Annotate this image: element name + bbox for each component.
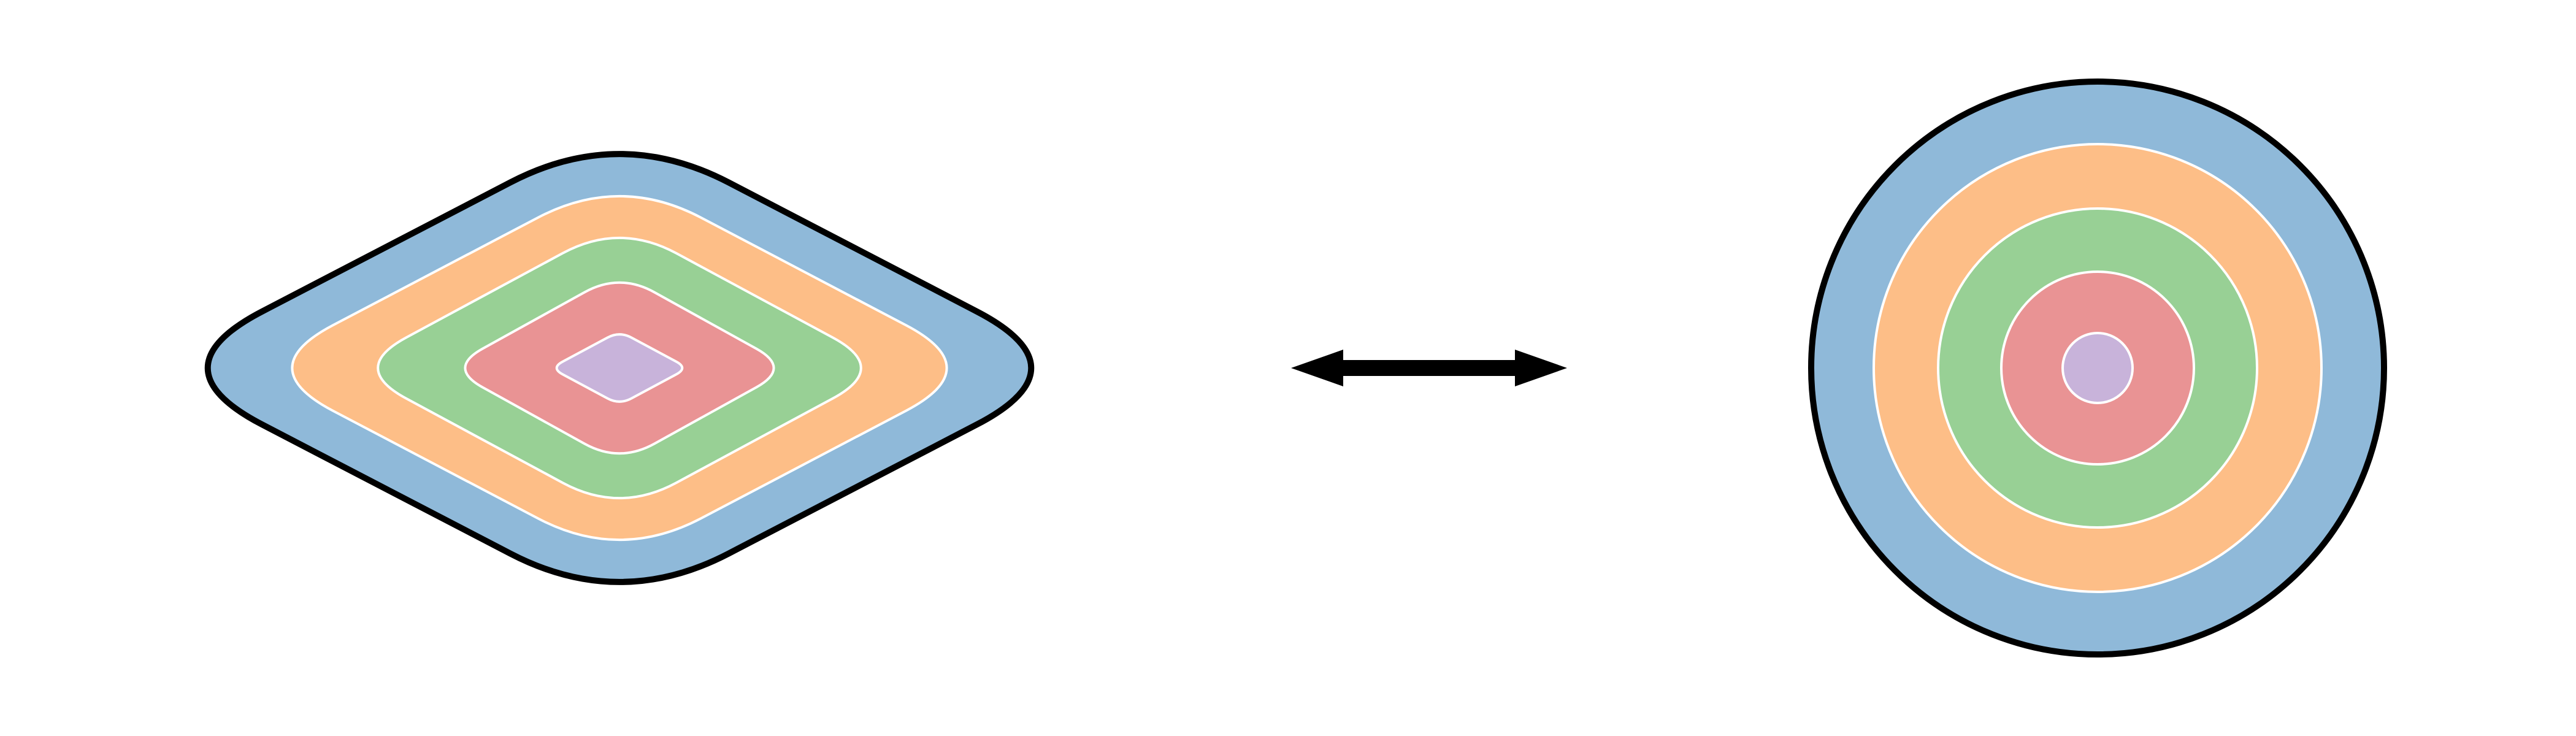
- arrow-shaft: [1341, 360, 1517, 376]
- circle-layer-inner: [2061, 332, 2134, 404]
- double-headed-arrow: [1291, 350, 1567, 386]
- arrow-head-left: [1291, 350, 1343, 386]
- arrow-head-right: [1515, 350, 1567, 386]
- concentric-circle-figure: [1808, 79, 2387, 657]
- diamond-layer-inner: [555, 333, 684, 403]
- rounded-diamond-figure: [204, 151, 1035, 585]
